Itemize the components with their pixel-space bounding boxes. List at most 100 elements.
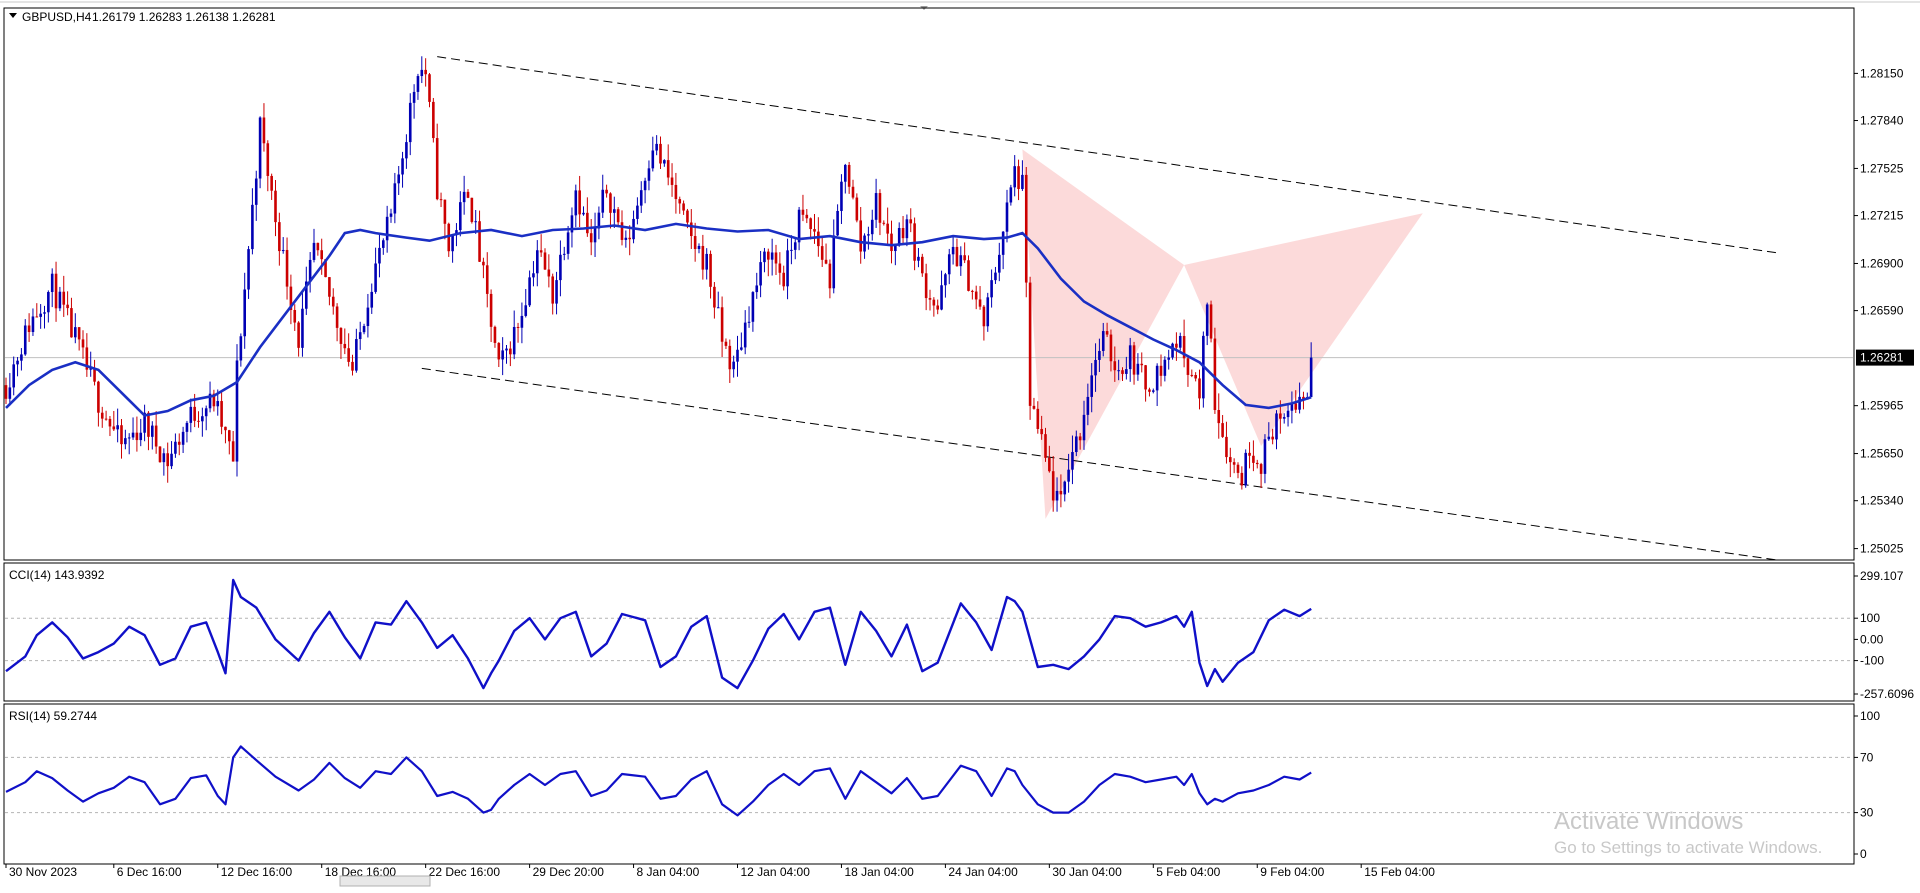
candle — [828, 259, 832, 299]
candle — [855, 193, 859, 223]
candle — [108, 415, 112, 437]
candle — [886, 207, 889, 246]
time-tick-label: 30 Nov 2023 — [9, 865, 77, 879]
cci-panel[interactable] — [3, 562, 1855, 702]
candle — [451, 233, 454, 263]
candle — [243, 272, 246, 349]
candle — [116, 408, 119, 443]
price-axis-tick-label: 1.25965 — [1860, 399, 1904, 413]
candle — [740, 332, 743, 351]
cci-axis-tick-label: 0.00 — [1860, 632, 1884, 646]
candle — [204, 405, 208, 431]
candle — [986, 292, 990, 332]
rsi-axis-tick-label: 0 — [1860, 847, 1867, 861]
candle — [358, 321, 362, 350]
candle — [1082, 400, 1086, 450]
candle — [786, 238, 789, 300]
candle — [1117, 359, 1120, 381]
candle — [963, 242, 966, 264]
candle — [1009, 184, 1013, 206]
candle — [393, 172, 397, 224]
candle — [801, 194, 805, 222]
price-axis-tick-label: 1.26590 — [1860, 304, 1904, 318]
candle — [551, 273, 554, 315]
candle — [555, 271, 558, 315]
candle — [274, 179, 277, 237]
candle — [1105, 322, 1109, 338]
candle — [932, 297, 936, 317]
candle — [524, 288, 528, 318]
candle — [582, 206, 585, 216]
candle — [751, 291, 755, 332]
indicator-lines — [5, 578, 1312, 817]
cci-axis-tick-label: -257.6096 — [1860, 687, 1914, 701]
price-axis-tick-label: 1.27840 — [1860, 114, 1904, 128]
candle — [978, 286, 982, 310]
candle — [1155, 363, 1159, 407]
candle — [713, 282, 716, 319]
candle — [185, 420, 189, 443]
candle — [497, 342, 501, 368]
candle — [289, 274, 293, 325]
time-scrollbar[interactable] — [339, 875, 431, 887]
candle — [1075, 430, 1078, 457]
rsi-panel[interactable] — [3, 703, 1855, 865]
candle — [536, 240, 539, 287]
candle — [944, 272, 947, 298]
candle — [1298, 382, 1301, 414]
candle — [1032, 397, 1036, 410]
candle — [424, 58, 427, 87]
candle — [1086, 383, 1090, 426]
channel-line-upper[interactable] — [437, 56, 1778, 254]
ohlc-readout: 1.26179 1.26283 1.26138 1.26281 — [92, 10, 276, 24]
candle — [201, 407, 204, 437]
candle — [1213, 327, 1217, 414]
candle — [462, 175, 466, 215]
candle — [774, 244, 778, 275]
candle — [666, 144, 670, 186]
candle — [482, 257, 485, 279]
candle — [763, 247, 766, 273]
candle — [1171, 342, 1174, 360]
candle — [539, 234, 543, 257]
candle — [609, 192, 612, 229]
time-tick-label: 9 Feb 04:00 — [1260, 865, 1324, 879]
candle — [959, 246, 963, 276]
candle — [836, 204, 839, 236]
candle — [1236, 462, 1240, 479]
candle — [655, 135, 658, 156]
candle — [335, 303, 339, 342]
candle — [50, 268, 54, 308]
candle — [1163, 356, 1167, 382]
rsi-axis-tick-label: 70 — [1860, 750, 1874, 764]
channel-line-lower[interactable] — [421, 367, 1778, 561]
collapse-triangle-icon[interactable] — [9, 13, 17, 18]
rsi-title: RSI(14) 59.2744 — [9, 709, 97, 723]
candle — [805, 208, 809, 224]
candle — [532, 261, 535, 287]
candle — [74, 313, 77, 344]
candle — [1067, 453, 1070, 493]
candle — [258, 116, 262, 189]
candle — [1263, 434, 1267, 484]
candle — [389, 208, 393, 223]
candle — [254, 170, 258, 221]
main-price-panel[interactable] — [3, 7, 1855, 561]
candle — [998, 242, 1001, 282]
candle — [543, 248, 547, 271]
current-price-label: 1.26281 — [1860, 351, 1904, 365]
candle — [643, 177, 647, 204]
time-tick-label: 12 Jan 04:00 — [741, 865, 811, 879]
candle — [940, 270, 943, 311]
candle — [1194, 372, 1197, 382]
candle — [851, 179, 855, 200]
candle — [27, 313, 31, 342]
candle — [408, 93, 412, 156]
candle — [297, 321, 300, 357]
candle — [1178, 332, 1182, 351]
candle — [1036, 401, 1040, 434]
candle — [85, 333, 89, 377]
candle — [154, 411, 158, 454]
candle — [189, 398, 193, 433]
